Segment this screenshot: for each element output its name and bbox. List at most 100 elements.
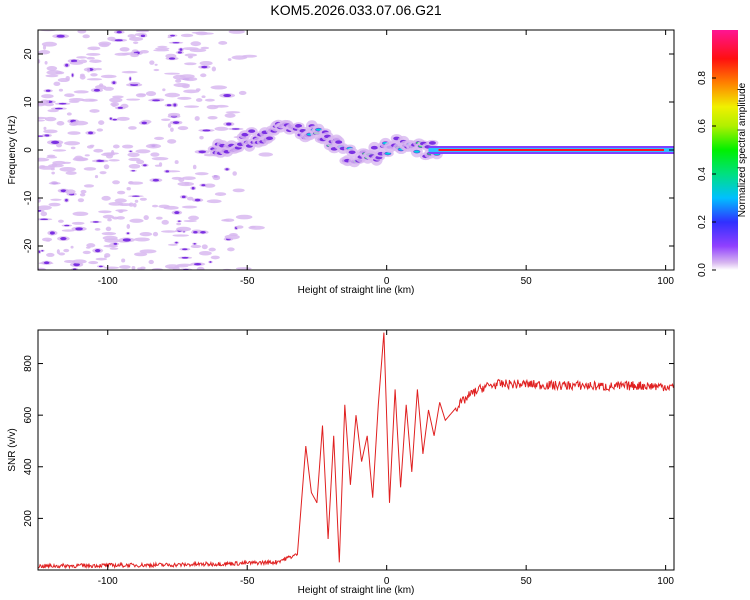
noise-blob — [93, 148, 104, 153]
snr-frame — [37, 329, 675, 571]
noise-blob — [218, 41, 228, 45]
noise-blob — [188, 215, 199, 221]
noise-blob — [134, 199, 139, 203]
colorbar-tick-label: 0.2 — [697, 215, 708, 229]
noise-blob — [64, 141, 81, 146]
noise-blob — [162, 88, 166, 92]
noise-blob — [38, 49, 51, 55]
noise-blob — [48, 163, 64, 168]
noise-blob — [86, 52, 101, 56]
noise-blob — [170, 127, 174, 132]
figure-title: KOM5.2026.033.07.06.G21 — [270, 2, 441, 18]
noise-blob — [81, 98, 98, 102]
noise-blob — [50, 181, 58, 185]
noise-core — [198, 150, 207, 154]
noise-blob — [154, 136, 165, 141]
noise-blob — [68, 97, 85, 102]
noise-blob — [87, 46, 101, 51]
noise-blob — [176, 222, 182, 226]
noise-core — [131, 170, 136, 172]
noise-blob — [101, 195, 111, 201]
noise-blob — [190, 244, 202, 249]
noise-core — [141, 121, 147, 125]
y-tick-label: 20 — [23, 48, 34, 60]
noise-blob — [46, 65, 58, 71]
noise-blob — [77, 30, 87, 34]
noise-blob — [67, 131, 81, 135]
noise-blob — [43, 126, 47, 130]
noise-blob — [99, 171, 107, 175]
noise-blob — [152, 231, 159, 237]
noise-blob — [177, 96, 192, 100]
noise-blob — [126, 224, 131, 229]
noise-blob — [212, 175, 221, 181]
noise-blob — [94, 227, 101, 231]
noise-blob — [40, 211, 48, 217]
noise-core — [112, 81, 116, 85]
noise-blob — [119, 265, 131, 269]
colorbar-ticks: 0.0 0.2 0.4 0.6 0.8 — [697, 71, 716, 277]
x-tick-label: -50 — [240, 576, 255, 587]
noise-blob — [107, 218, 112, 222]
noise-blob — [102, 214, 115, 219]
x-tick-label: 100 — [657, 576, 674, 587]
noise-blob — [128, 126, 137, 130]
noise-core — [165, 170, 170, 173]
noise-blob — [153, 49, 170, 52]
noise-blob — [210, 85, 228, 90]
signal-peak — [315, 128, 322, 131]
noise-blob — [119, 47, 130, 52]
noise-blob — [66, 112, 72, 116]
noise-blob — [96, 128, 104, 132]
noise-blob — [100, 74, 117, 79]
noise-blob — [90, 73, 98, 77]
noise-core — [175, 241, 178, 244]
noise-blob — [208, 247, 216, 252]
noise-blob — [227, 58, 232, 61]
noise-core — [181, 195, 186, 199]
noise-blob — [117, 190, 126, 195]
noise-core — [173, 103, 177, 107]
noise-blob — [128, 181, 144, 185]
noise-blob — [172, 266, 180, 270]
colorbar: 0.0 0.2 0.4 0.6 0.8 Normalized spectral ampl… — [697, 30, 748, 277]
noise-blob — [116, 116, 130, 121]
noise-blob — [69, 61, 84, 65]
noise-blob — [128, 163, 141, 169]
noise-blob — [206, 199, 222, 204]
noise-blob — [89, 144, 95, 147]
noise-blob — [235, 214, 253, 220]
noise-blob — [139, 197, 147, 201]
noise-core — [56, 34, 65, 38]
noise-core — [152, 99, 161, 102]
noise-blob — [182, 47, 199, 51]
y-tick-label: 0 — [23, 147, 34, 153]
signal-core — [241, 132, 249, 137]
noise-blob — [118, 203, 132, 207]
noise-blob — [190, 41, 202, 47]
noise-blob — [44, 116, 57, 122]
signal-core — [370, 145, 378, 150]
noise-blob — [158, 204, 171, 209]
noise-blob — [155, 47, 170, 50]
y-tick-label: -20 — [23, 238, 34, 253]
noise-core — [113, 242, 118, 245]
noise-blob — [183, 77, 198, 82]
noise-core — [92, 221, 99, 223]
noise-blob — [211, 66, 217, 72]
noise-blob — [55, 71, 65, 75]
noise-core — [43, 261, 50, 265]
noise-blob — [232, 171, 237, 176]
noise-core — [60, 237, 67, 241]
noise-core — [98, 265, 103, 268]
noise-blob — [58, 88, 64, 92]
noise-blob — [168, 266, 175, 269]
noise-blob — [88, 261, 99, 265]
noise-blob — [83, 167, 97, 171]
noise-core — [193, 262, 202, 266]
noise-blob — [181, 205, 198, 209]
noise-core — [65, 63, 69, 67]
noise-core — [129, 77, 132, 81]
noise-blob — [134, 237, 150, 242]
noise-blob — [52, 160, 66, 165]
